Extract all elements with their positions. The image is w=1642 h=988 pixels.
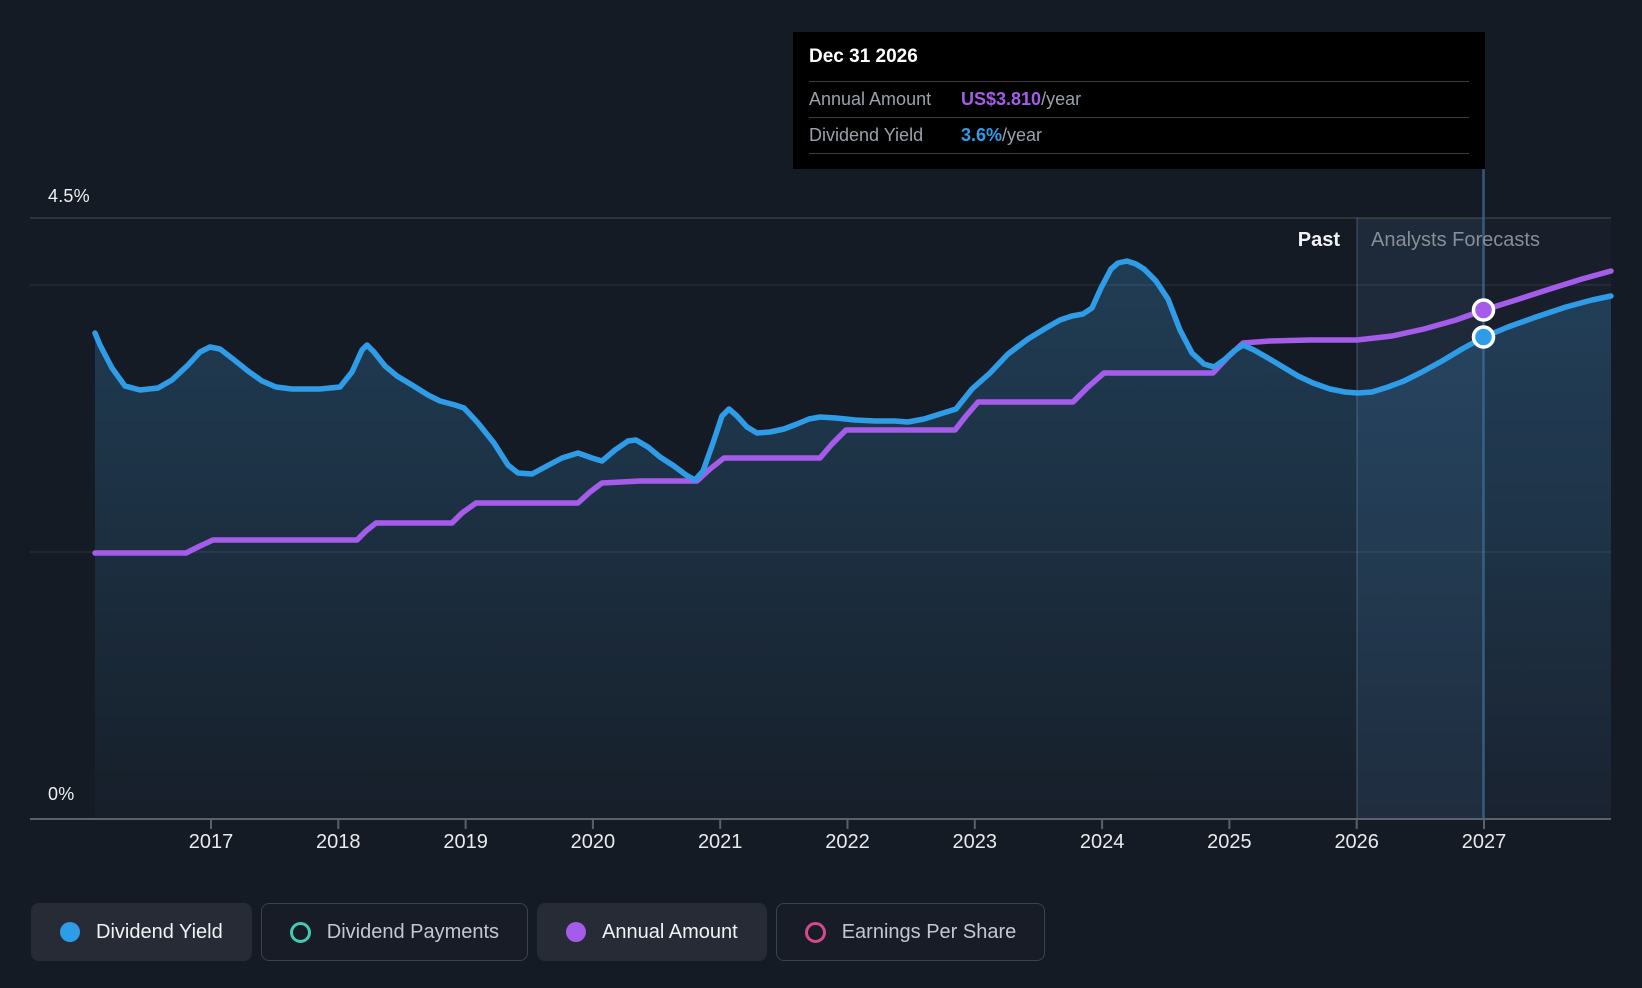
x-axis-year-label: 2021 — [698, 831, 743, 854]
dividend-chart-page: 4.5% 0% 2017 2018 2019 2020 2021 2022 2023 2024… — [0, 0, 1642, 988]
legend-toggle-earnings-per-share[interactable]: Earnings Per Share — [776, 903, 1046, 961]
legend-label: Earnings Per Share — [842, 921, 1017, 944]
tooltip-label: Dividend Yield — [809, 125, 961, 146]
tooltip-value-dividend-yield: 3.6%/year — [961, 125, 1042, 146]
annual-amount-dot-icon — [566, 922, 586, 942]
x-axis-year-label: 2019 — [443, 831, 488, 854]
tooltip-value-annual-amount: US$3.810/year — [961, 89, 1081, 110]
x-axis-year-label: 2018 — [316, 831, 361, 854]
forecast-highlight-band — [1357, 218, 1484, 819]
x-axis-year-label: 2023 — [953, 831, 998, 854]
chart-tooltip: Dec 31 2026 Annual Amount US$3.810/year … — [793, 32, 1485, 169]
legend-label: Dividend Yield — [96, 921, 223, 944]
chart-legend: Dividend Yield Dividend Payments Annual … — [31, 903, 1045, 961]
tooltip-row-annual-amount: Annual Amount US$3.810/year — [809, 82, 1469, 118]
legend-toggle-dividend-yield[interactable]: Dividend Yield — [31, 903, 252, 961]
dividend-yield-marker — [1474, 327, 1494, 347]
x-axis-year-label: 2024 — [1080, 831, 1125, 854]
x-axis-ticks — [211, 819, 1484, 829]
earnings-per-share-ring-icon — [805, 922, 826, 943]
x-axis-year-label: 2026 — [1334, 831, 1379, 854]
legend-toggle-dividend-payments[interactable]: Dividend Payments — [261, 903, 528, 961]
y-axis-label-bottom: 0% — [48, 784, 74, 805]
x-axis-year-label: 2025 — [1207, 831, 1252, 854]
legend-label: Dividend Payments — [327, 921, 499, 944]
x-axis-year-label: 2017 — [189, 831, 234, 854]
dividend-yield-dot-icon — [60, 922, 80, 942]
x-axis-year-label: 2022 — [825, 831, 870, 854]
x-axis-year-label: 2020 — [571, 831, 616, 854]
tooltip-date: Dec 31 2026 — [809, 32, 1469, 82]
legend-label: Annual Amount — [602, 921, 738, 944]
past-zone-label: Past — [1298, 229, 1340, 252]
dividend-payments-ring-icon — [290, 922, 311, 943]
tooltip-row-dividend-yield: Dividend Yield 3.6%/year — [809, 118, 1469, 154]
y-axis-label-top: 4.5% — [48, 186, 90, 207]
forecast-zone-label: Analysts Forecasts — [1371, 229, 1540, 252]
annual-amount-marker — [1474, 300, 1494, 320]
tooltip-label: Annual Amount — [809, 89, 961, 110]
legend-toggle-annual-amount[interactable]: Annual Amount — [537, 903, 767, 961]
x-axis-year-label: 2027 — [1462, 831, 1507, 854]
